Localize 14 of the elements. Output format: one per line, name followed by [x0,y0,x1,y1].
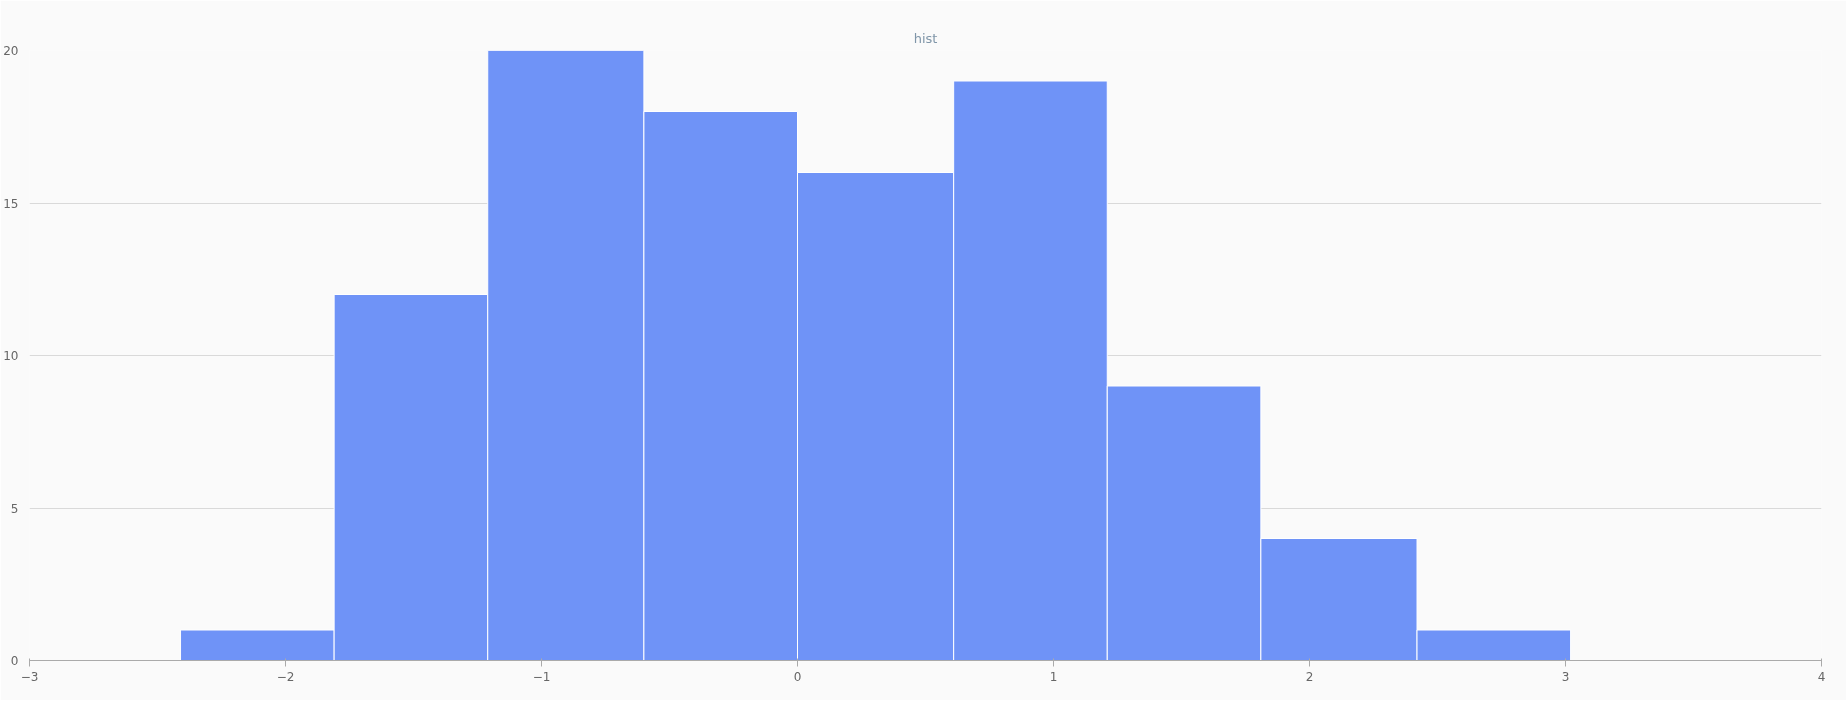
y-tick-label: 10 [3,349,19,363]
x-tick-label: −1 [532,669,551,684]
y-tick-label: 15 [3,196,19,211]
y-tick-label: 0 [10,654,19,668]
x-tick-label: −3 [20,669,39,684]
x-tick-label: 1 [1049,669,1058,684]
x-tick-label: −2 [276,669,295,684]
x-tick-label: 4 [1817,669,1826,684]
chart-title: hist [913,30,938,46]
x-tick-label: 3 [1561,669,1570,684]
x-tick-label: 0 [793,669,802,684]
y-tick-label: 20 [3,44,19,58]
y-tick-label: 5 [10,501,19,516]
x-tick-label: 2 [1305,669,1314,684]
